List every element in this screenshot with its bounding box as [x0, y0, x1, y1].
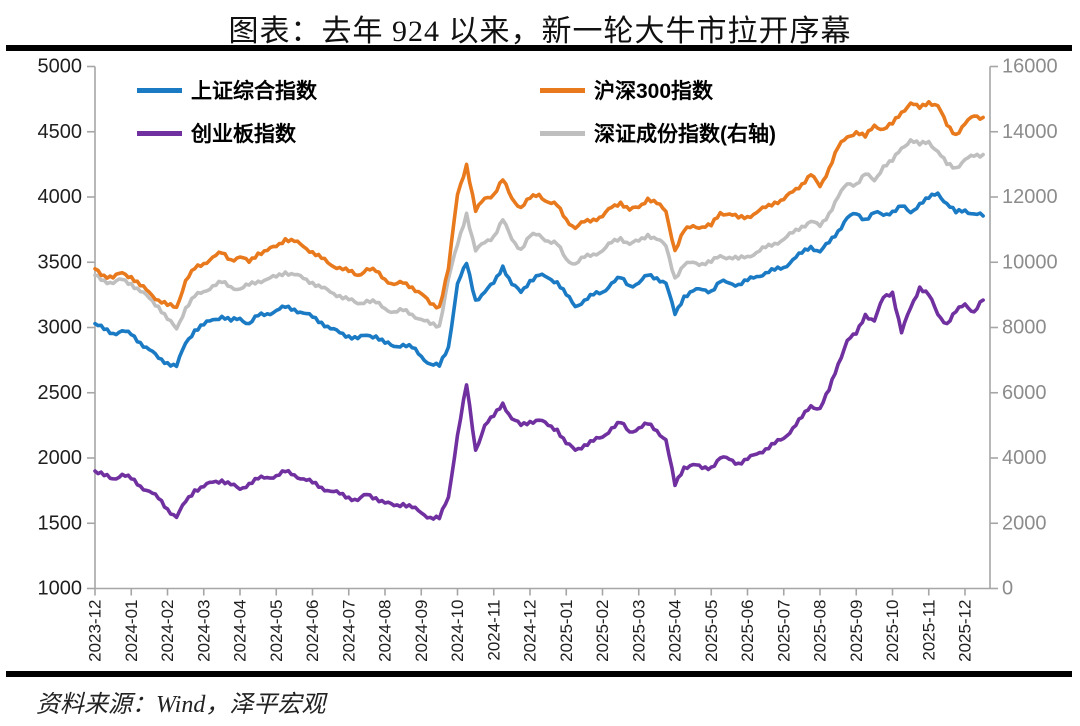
x-axis-tick-label: 2025-04: [666, 600, 685, 662]
legend-item-szse-component: 深证成份指数(右轴): [540, 120, 776, 146]
x-axis-tick-label: 2024-12: [521, 600, 540, 662]
x-axis-tick-label: 2025-02: [593, 600, 612, 662]
legend-swatch-shanghai-composite: [137, 87, 182, 93]
divider-top: [6, 45, 1072, 51]
y-axis-right-tick-label: 8000: [1002, 317, 1047, 339]
x-axis-tick-label: 2023-12: [86, 600, 105, 662]
legend-item-csi300: 沪深300指数: [540, 77, 776, 103]
y-axis-right-tick-label: 10000: [1002, 251, 1058, 273]
y-axis-left-tick-label: 1500: [38, 512, 83, 534]
legend-label-csi300: 沪深300指数: [594, 80, 714, 103]
series-line-3: [93, 138, 985, 331]
x-axis-tick-label: 2024-02: [158, 600, 177, 662]
x-axis-tick-label: 2024-04: [231, 600, 250, 662]
x-axis-tick-label: 2024-03: [194, 600, 213, 662]
divider-bottom: [6, 671, 1072, 677]
legend-swatch-szse-component: [540, 130, 585, 136]
y-axis-left-tick-label: 5000: [38, 56, 83, 78]
x-axis-tick-label: 2025-09: [847, 600, 866, 662]
legend-swatch-chinext: [137, 130, 182, 136]
y-axis-right-tick-label: 6000: [1002, 382, 1047, 404]
x-axis-tick-label: 2025-11: [919, 600, 938, 661]
legend-label-chinext: 创业板指数: [191, 123, 296, 146]
x-axis-tick-label: 2024-09: [412, 600, 431, 662]
y-axis-right-tick-label: 14000: [1002, 121, 1058, 143]
legend-label-szse-component: 深证成份指数(右轴): [594, 123, 776, 146]
x-axis-tick-label: 2024-10: [448, 600, 467, 662]
y-axis-right-tick-label: 0: [1002, 578, 1013, 600]
y-axis-right-tick-label: 12000: [1002, 186, 1058, 208]
legend-label-shanghai-composite: 上证综合指数: [191, 80, 317, 103]
x-axis-tick-label: 2024-07: [339, 600, 358, 662]
x-axis-tick-label: 2025-07: [774, 600, 793, 662]
x-axis-tick-label: 2025-05: [702, 600, 721, 662]
x-axis-tick-label: 2024-01: [122, 600, 141, 662]
series-line-0: [93, 191, 985, 369]
x-axis-tick-label: 2024-06: [303, 600, 322, 662]
x-axis-tick-label: 2025-08: [811, 600, 830, 662]
y-axis-left-tick-label: 4000: [38, 186, 83, 208]
y-axis-right-tick-label: 4000: [1002, 447, 1047, 469]
y-axis-left-tick-label: 3000: [38, 317, 83, 339]
legend-item-chinext: 创业板指数: [137, 120, 540, 146]
x-axis-tick-label: 2024-11: [484, 600, 503, 661]
y-axis-right-tick-label: 2000: [1002, 512, 1047, 534]
y-axis-left-tick-label: 2000: [38, 447, 83, 469]
source-note: 资料来源：Wind，泽平宏观: [36, 692, 326, 718]
x-axis-tick-label: 2025-12: [956, 600, 975, 662]
x-axis-tick-label: 2025-03: [629, 600, 648, 662]
legend-item-shanghai-composite: 上证综合指数: [137, 77, 540, 103]
x-axis-tick-label: 2024-08: [376, 600, 395, 662]
x-axis-tick-label: 2024-05: [267, 600, 286, 662]
series-line-1: [93, 99, 985, 310]
y-axis-right-tick-label: 16000: [1002, 56, 1058, 78]
y-axis-left-tick-label: 3500: [38, 251, 83, 273]
legend-swatch-csi300: [540, 87, 585, 93]
y-axis-left-tick-label: 1000: [38, 578, 83, 600]
x-axis-tick-label: 2025-10: [883, 600, 902, 662]
y-axis-left-tick-label: 4500: [38, 121, 83, 143]
legend: 上证综合指数 沪深300指数 创业板指数 深证成份指数(右轴): [137, 77, 776, 146]
chart-title: 图表：去年 924 以来，新一轮大牛市拉开序幕: [228, 15, 852, 48]
y-axis-left-tick-label: 2500: [38, 382, 83, 404]
series-line-2: [93, 285, 985, 521]
x-axis-tick-label: 2025-06: [738, 600, 757, 662]
x-axis-tick-label: 2025-01: [557, 600, 576, 662]
